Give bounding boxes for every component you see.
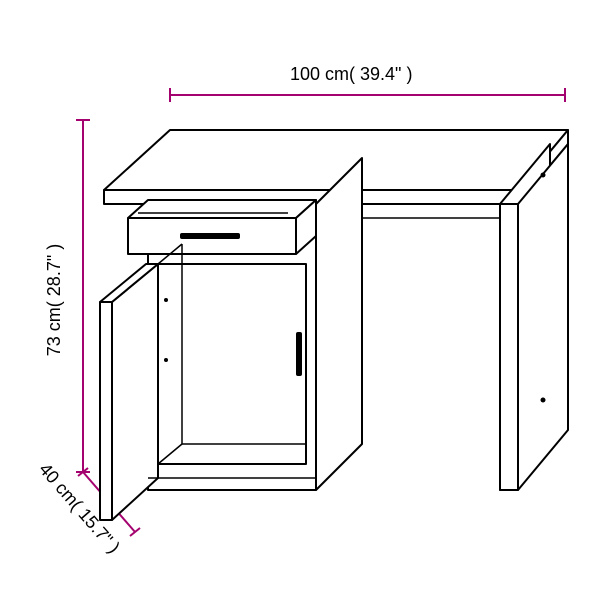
peg-hole <box>164 358 168 362</box>
door-edge <box>100 302 112 520</box>
peg-hole <box>164 298 168 302</box>
cabinet-side <box>316 158 362 490</box>
cabinet-door-open <box>100 264 158 520</box>
door-handle <box>296 332 302 376</box>
dimension-height: 73 cm( 28.7" ) <box>44 120 90 472</box>
desktop-top <box>104 130 568 190</box>
cabinet-opening <box>158 264 306 464</box>
right-panel-outer <box>518 144 568 490</box>
desk-drawer <box>128 200 316 254</box>
dimension-height-label: 73 cm( 28.7" ) <box>44 244 64 356</box>
right-panel-front <box>500 204 518 490</box>
cabinet-interior <box>158 244 306 464</box>
drawer-handle <box>180 233 240 239</box>
desk-drawing <box>100 130 568 520</box>
dimension-width: 100 cm( 39.4" ) <box>170 64 565 102</box>
dimension-width-label: 100 cm( 39.4" ) <box>290 64 412 84</box>
fixing-dot <box>541 398 546 403</box>
dimension-diagram: 100 cm( 39.4" ) 73 cm( 28.7" ) 40 cm( 15… <box>0 0 600 600</box>
fixing-dot <box>541 173 546 178</box>
drawer-top <box>128 200 316 218</box>
door-inner-face <box>112 264 158 520</box>
